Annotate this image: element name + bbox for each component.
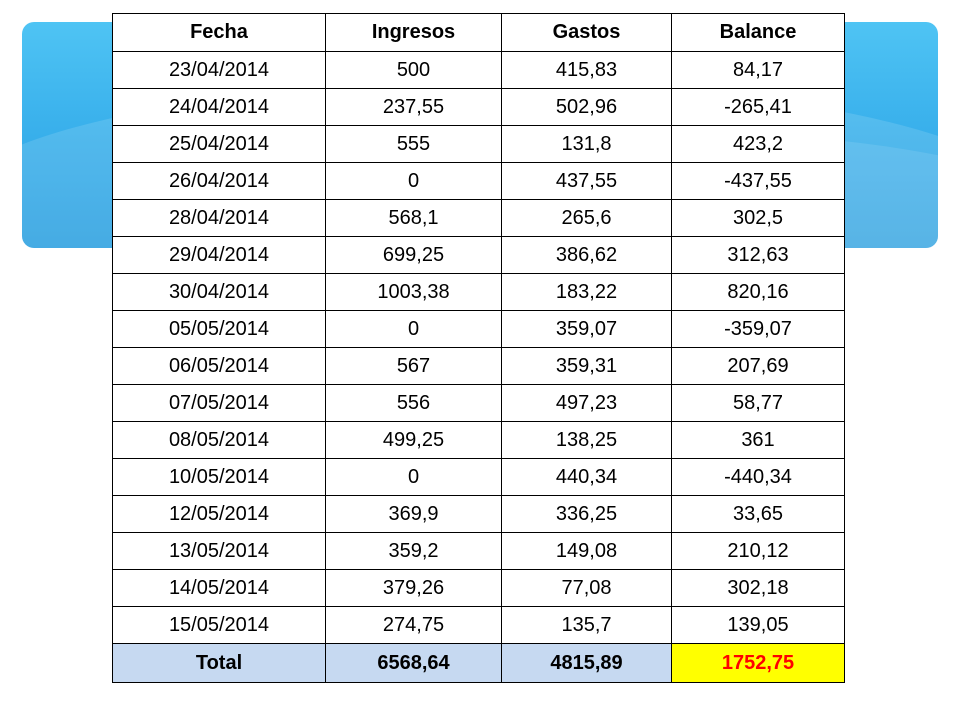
cell-ingresos: 237,55 [325, 88, 502, 126]
cell-ingresos: 379,26 [325, 569, 502, 607]
table-row: 05/05/2014 0 359,07 -359,07 [112, 310, 845, 348]
cell-gastos: 135,7 [501, 606, 672, 644]
cell-gastos: 359,31 [501, 347, 672, 385]
cell-balance: 210,12 [671, 532, 845, 570]
cell-balance: 820,16 [671, 273, 845, 311]
cell-balance: -359,07 [671, 310, 845, 348]
table-row: 10/05/2014 0 440,34 -440,34 [112, 458, 845, 496]
cell-ingresos: 359,2 [325, 532, 502, 570]
table-row: 08/05/2014 499,25 138,25 361 [112, 421, 845, 459]
table-row: 25/04/2014 555 131,8 423,2 [112, 125, 845, 163]
table-row: 13/05/2014 359,2 149,08 210,12 [112, 532, 845, 570]
cell-gastos: 149,08 [501, 532, 672, 570]
cell-gastos: 265,6 [501, 199, 672, 237]
cell-gastos: 359,07 [501, 310, 672, 348]
total-ingresos: 6568,64 [325, 643, 502, 683]
total-gastos: 4815,89 [501, 643, 672, 683]
header-balance: Balance [671, 13, 845, 52]
table-row: 23/04/2014 500 415,83 84,17 [112, 51, 845, 89]
cell-ingresos: 567 [325, 347, 502, 385]
cell-ingresos: 699,25 [325, 236, 502, 274]
header-row: Fecha Ingresos Gastos Balance [112, 13, 845, 52]
cell-fecha: 14/05/2014 [112, 569, 326, 607]
cell-gastos: 440,34 [501, 458, 672, 496]
cell-ingresos: 0 [325, 310, 502, 348]
cell-fecha: 15/05/2014 [112, 606, 326, 644]
header-ingresos: Ingresos [325, 13, 502, 52]
cell-balance: 33,65 [671, 495, 845, 533]
cell-ingresos: 369,9 [325, 495, 502, 533]
total-balance: 1752,75 [671, 643, 845, 683]
cell-gastos: 437,55 [501, 162, 672, 200]
cell-fecha: 26/04/2014 [112, 162, 326, 200]
cell-balance: 84,17 [671, 51, 845, 89]
cell-gastos: 336,25 [501, 495, 672, 533]
cell-fecha: 10/05/2014 [112, 458, 326, 496]
table-row: 26/04/2014 0 437,55 -437,55 [112, 162, 845, 200]
cell-gastos: 183,22 [501, 273, 672, 311]
finance-table: Fecha Ingresos Gastos Balance 23/04/2014… [112, 13, 845, 683]
cell-gastos: 138,25 [501, 421, 672, 459]
cell-balance: 58,77 [671, 384, 845, 422]
cell-ingresos: 500 [325, 51, 502, 89]
header-gastos: Gastos [501, 13, 672, 52]
cell-ingresos: 0 [325, 458, 502, 496]
table-row: 29/04/2014 699,25 386,62 312,63 [112, 236, 845, 274]
table-row: 30/04/2014 1003,38 183,22 820,16 [112, 273, 845, 311]
cell-fecha: 05/05/2014 [112, 310, 326, 348]
cell-fecha: 28/04/2014 [112, 199, 326, 237]
cell-fecha: 23/04/2014 [112, 51, 326, 89]
cell-fecha: 13/05/2014 [112, 532, 326, 570]
total-row: Total 6568,64 4815,89 1752,75 [112, 643, 845, 683]
cell-balance: -440,34 [671, 458, 845, 496]
cell-fecha: 24/04/2014 [112, 88, 326, 126]
table-row: 12/05/2014 369,9 336,25 33,65 [112, 495, 845, 533]
cell-ingresos: 1003,38 [325, 273, 502, 311]
cell-ingresos: 274,75 [325, 606, 502, 644]
table-row: 06/05/2014 567 359,31 207,69 [112, 347, 845, 385]
cell-fecha: 30/04/2014 [112, 273, 326, 311]
cell-balance: -265,41 [671, 88, 845, 126]
cell-ingresos: 556 [325, 384, 502, 422]
cell-balance: 361 [671, 421, 845, 459]
cell-balance: 207,69 [671, 347, 845, 385]
table-row: 24/04/2014 237,55 502,96 -265,41 [112, 88, 845, 126]
cell-ingresos: 0 [325, 162, 502, 200]
cell-fecha: 29/04/2014 [112, 236, 326, 274]
total-label: Total [112, 643, 326, 683]
cell-fecha: 08/05/2014 [112, 421, 326, 459]
cell-ingresos: 499,25 [325, 421, 502, 459]
cell-balance: 423,2 [671, 125, 845, 163]
cell-balance: 312,63 [671, 236, 845, 274]
cell-gastos: 415,83 [501, 51, 672, 89]
table-body: 23/04/2014 500 415,83 84,17 24/04/2014 237,55… [112, 51, 845, 683]
cell-gastos: 77,08 [501, 569, 672, 607]
cell-gastos: 502,96 [501, 88, 672, 126]
cell-balance: 302,18 [671, 569, 845, 607]
cell-gastos: 497,23 [501, 384, 672, 422]
table-row: 07/05/2014 556 497,23 58,77 [112, 384, 845, 422]
cell-fecha: 07/05/2014 [112, 384, 326, 422]
cell-fecha: 06/05/2014 [112, 347, 326, 385]
cell-gastos: 386,62 [501, 236, 672, 274]
cell-fecha: 25/04/2014 [112, 125, 326, 163]
header-fecha: Fecha [112, 13, 326, 52]
cell-balance: 302,5 [671, 199, 845, 237]
table-row: 15/05/2014 274,75 135,7 139,05 [112, 606, 845, 644]
table-row: 28/04/2014 568,1 265,6 302,5 [112, 199, 845, 237]
cell-balance: -437,55 [671, 162, 845, 200]
cell-ingresos: 568,1 [325, 199, 502, 237]
cell-gastos: 131,8 [501, 125, 672, 163]
cell-ingresos: 555 [325, 125, 502, 163]
cell-balance: 139,05 [671, 606, 845, 644]
table-row: 14/05/2014 379,26 77,08 302,18 [112, 569, 845, 607]
cell-fecha: 12/05/2014 [112, 495, 326, 533]
